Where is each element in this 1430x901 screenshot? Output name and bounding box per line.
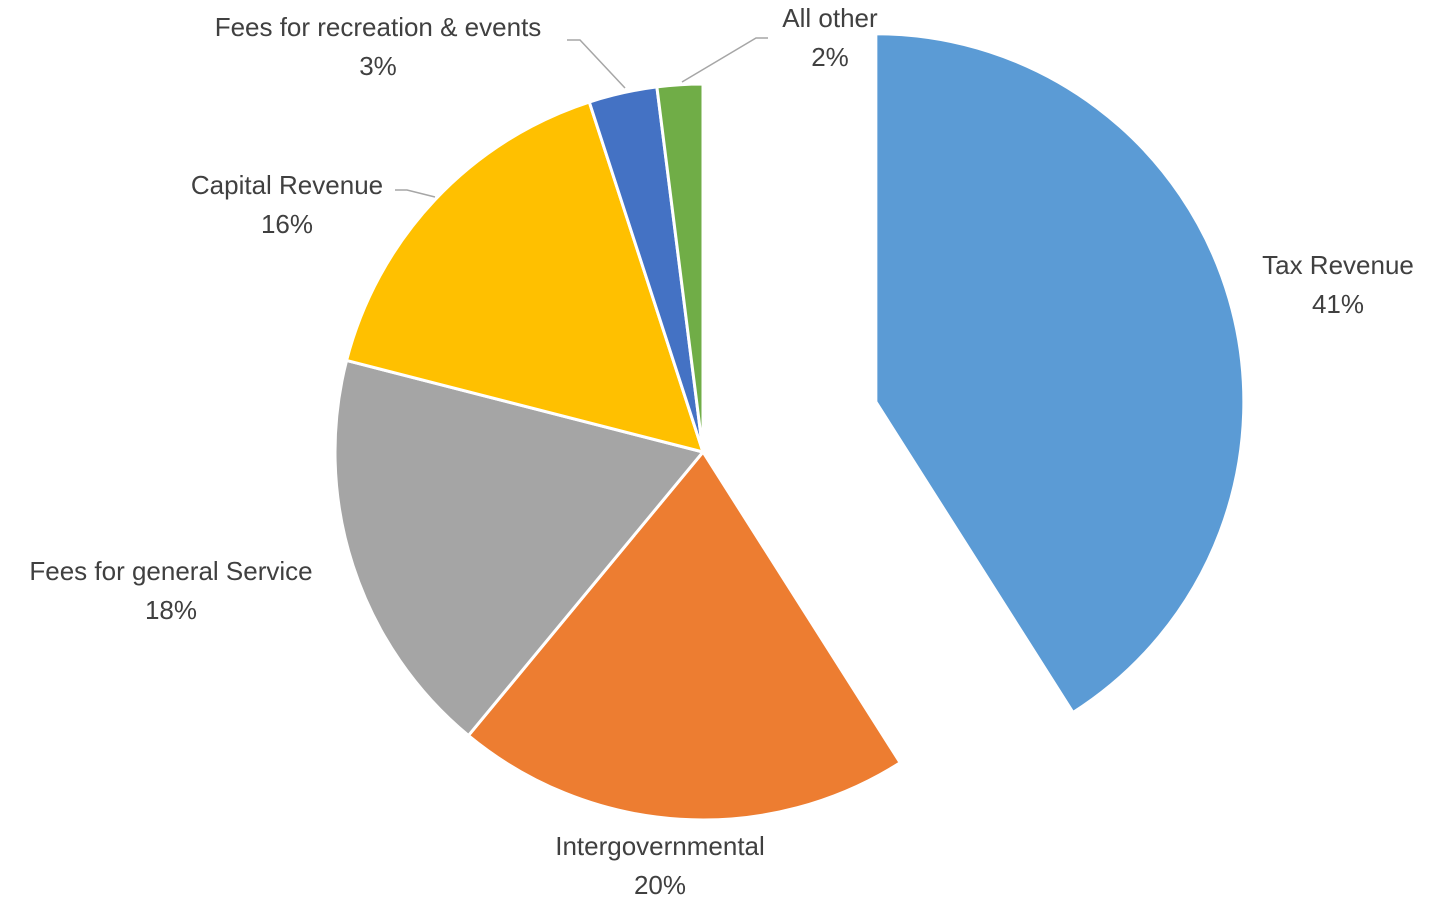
slice-value-label: 41% xyxy=(1312,289,1364,319)
leader-line xyxy=(681,37,768,83)
pie-slice xyxy=(344,100,706,455)
slice-label: Fees for general Service xyxy=(29,556,312,586)
leader-line xyxy=(395,189,436,198)
slice-label: Fees for recreation & events xyxy=(215,12,542,42)
leader-line xyxy=(567,39,626,89)
pie-slice xyxy=(655,82,705,453)
slice-label: Capital Revenue xyxy=(191,170,383,200)
slice-value-label: 2% xyxy=(811,42,849,72)
slice-value-label: 3% xyxy=(359,51,397,81)
pie-slice xyxy=(874,32,1246,715)
slice-label: Tax Revenue xyxy=(1262,250,1414,280)
pie-slice xyxy=(466,449,903,822)
slice-value-label: 18% xyxy=(145,595,197,625)
pie-slice xyxy=(333,358,706,738)
slice-label: Intergovernmental xyxy=(555,831,765,861)
slice-value-label: 16% xyxy=(261,209,313,239)
slice-label: All other xyxy=(782,3,878,33)
slice-value-label: 20% xyxy=(634,870,686,900)
